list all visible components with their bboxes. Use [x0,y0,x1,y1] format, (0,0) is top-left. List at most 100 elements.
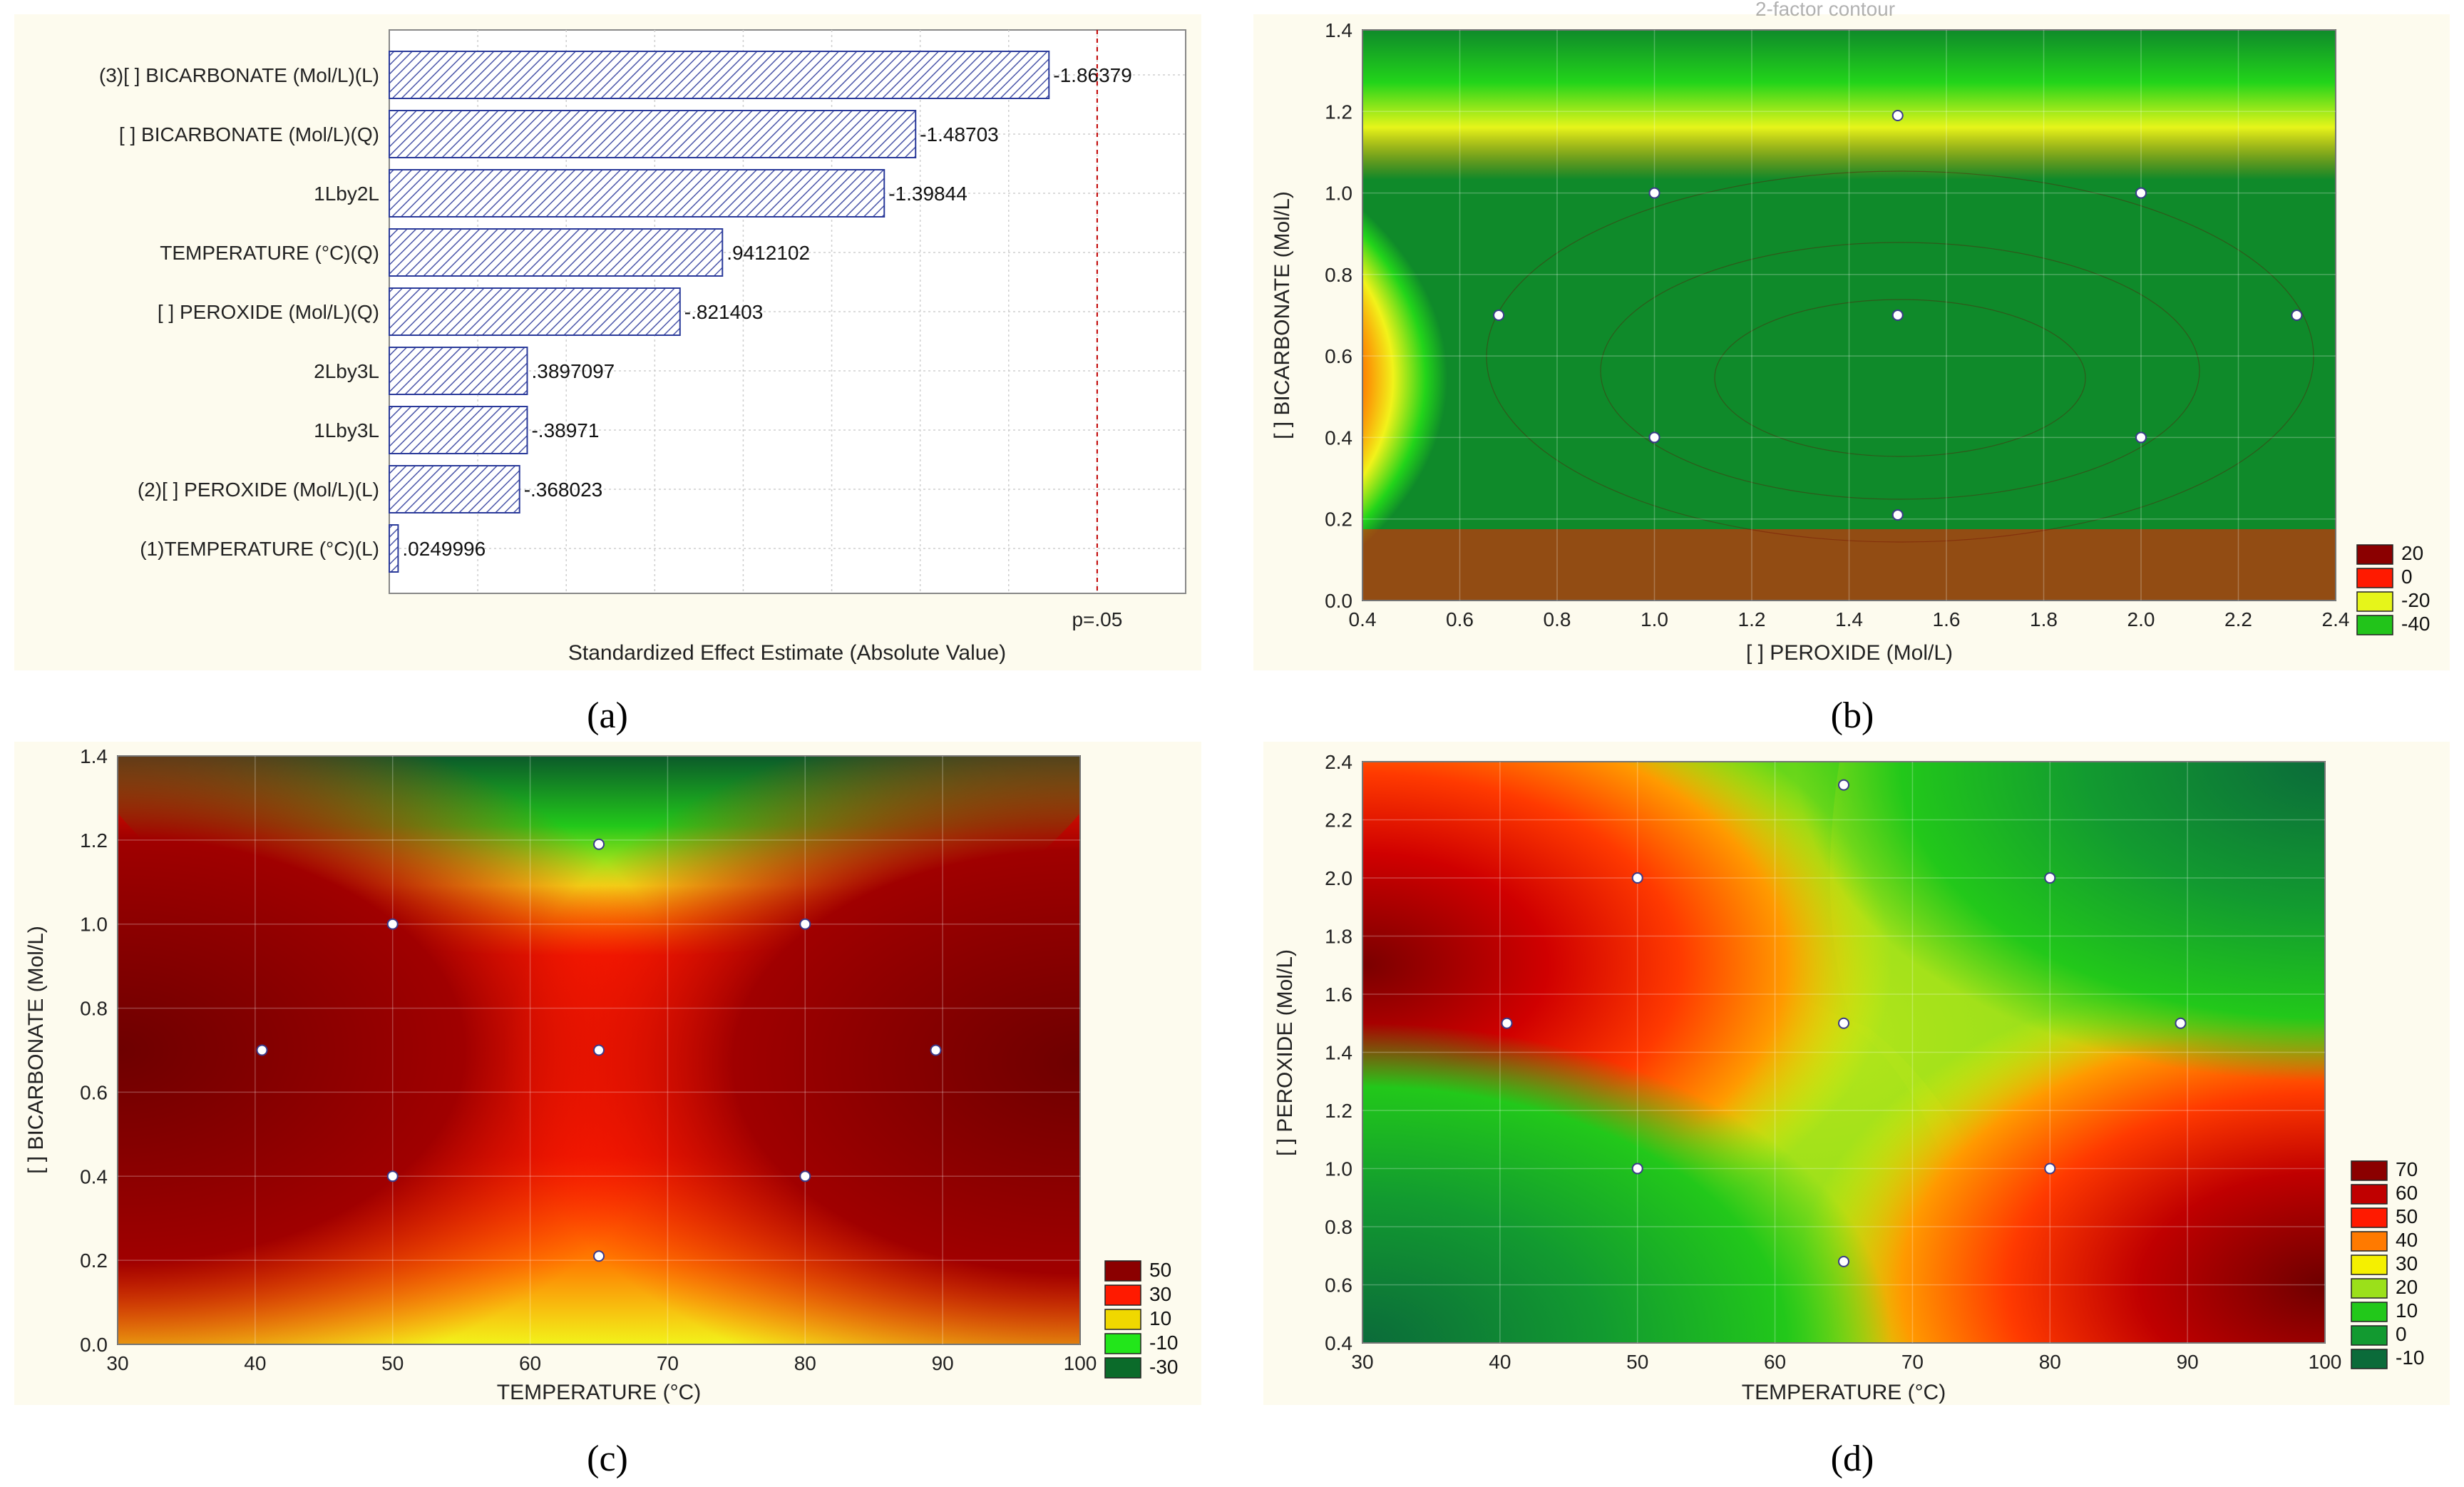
design-point [593,838,605,850]
effect-category-label: TEMPERATURE (°C)(Q) [160,242,379,264]
legend-label: 30 [2396,1252,2418,1274]
panel-b-design-points [1493,110,2303,521]
panel-c-design-points [256,838,942,1262]
legend-swatch [2351,1349,2388,1369]
effect-category-label: [ ] BICARBONATE (Mol/L)(Q) [119,123,379,145]
design-point [386,918,399,930]
caption-a: (a) [587,695,628,736]
legend-swatch [2351,1207,2388,1228]
legend-label: 60 [2396,1182,2418,1204]
y-tick-label: 0.4 [1325,426,1352,449]
legend-swatch [2351,1278,2388,1299]
y-tick-label: 2.2 [1325,809,1352,832]
legend-label: -30 [1149,1356,1178,1378]
legend-label: 70 [2396,1158,2418,1180]
legend-swatch [2351,1255,2388,1275]
legend-swatch [2351,1302,2388,1322]
effect-bar [389,287,681,336]
effect-bar [389,406,528,454]
panel-a-x-axis-label: Standardized Effect Estimate (Absolute V… [568,641,1006,665]
effect-bar [389,524,399,573]
panel-b-ticks: 0.4 0.6 0.8 1.0 1.2 1.4 1.6 1.8 2.0 2.2 2.4 0.0 0.2 0… [1325,19,2349,630]
x-tick-label: 90 [2177,1351,2199,1373]
design-point [1891,110,1904,121]
effect-category-label: 1Lby2L [314,183,379,205]
x-tick-label: 80 [2039,1351,2061,1373]
y-tick-label: 0.8 [1325,264,1352,286]
design-point [930,1044,942,1056]
y-tick-label: 1.2 [1325,101,1352,123]
legend-label: -10 [2396,1347,2424,1369]
y-tick-label: 0.6 [1325,345,1352,367]
effect-bar [389,51,1050,99]
panel-b-y-axis-label: [ ] BICARBONATE (Mol/L) [1270,191,1294,439]
design-point [1838,779,1849,791]
panel-c-ticks: 30 40 50 60 70 80 90 100 0.0 0.2 0.4 0.6 0.8 1.0 1.2 1.… [80,745,1097,1374]
y-tick-label: 1.0 [1325,183,1352,205]
design-point [1838,1255,1849,1267]
y-tick-label: 1.4 [1325,19,1352,41]
y-tick-label: 0.8 [80,998,108,1020]
x-tick-label: 30 [1351,1351,1373,1373]
effect-bar [389,228,724,277]
x-tick-label: 1.0 [1641,608,1668,630]
y-tick-label: 0.4 [80,1165,108,1187]
design-point [2175,1017,2187,1029]
x-tick-label: 30 [106,1352,128,1374]
legend-label: 10 [1149,1307,1171,1329]
panel-d-x-axis-label: TEMPERATURE (°C) [1742,1381,1946,1404]
effect-value-label: -1.39844 [888,183,967,205]
y-tick-label: 0.0 [1325,590,1352,612]
effect-bar [389,169,885,218]
design-point [593,1250,605,1262]
x-tick-label: 80 [794,1352,816,1374]
legend-swatch [1104,1309,1141,1330]
panel-d-contour [1362,762,2325,1343]
design-point [1891,310,1904,321]
y-tick-label: 1.6 [1325,983,1352,1006]
panel-c: 30 40 50 60 70 80 90 100 0.0 0.2 0.4 0.6 0.8 1.0 1.2 1.… [14,742,1201,1405]
y-tick-label: 0.2 [80,1250,108,1272]
design-point [2044,1162,2056,1175]
legend-swatch [1104,1333,1141,1354]
effect-value-label: .0249996 [402,538,486,560]
legend-label: 50 [1149,1259,1171,1281]
panel-c-gridlines [117,755,1081,1345]
effect-category-label: 2Lby3L [314,360,379,382]
caption-d: (d) [1831,1439,1874,1479]
legend-swatch [2351,1184,2388,1205]
effect-value-label: -.38971 [531,419,599,441]
design-point [1493,310,1505,321]
legend-label: 0 [2396,1323,2407,1345]
design-point [593,1044,605,1056]
design-point [1648,187,1660,199]
panel-a: -1.86379 (3)[ ] BICARBONATE (Mol/L)(L) -1.… [14,14,1201,670]
panel-b-x-axis-label: [ ] PEROXIDE (Mol/L) [1746,641,1953,665]
effect-value-label: .9412102 [727,242,810,264]
caption-b: (b) [1831,695,1874,736]
x-tick-label: 1.6 [1933,608,1961,630]
design-point [799,918,811,930]
legend-swatch [2356,615,2393,635]
panel-b-legend: 200-20-40 [2356,542,2430,635]
legend-swatch [2356,544,2393,565]
legend-label: 20 [2396,1276,2418,1298]
design-point [2044,872,2056,884]
legend-swatch [2351,1325,2388,1346]
effect-category-label: (1)TEMPERATURE (°C)(L) [140,538,379,560]
y-tick-label: 2.4 [1325,751,1352,773]
legend-label: 0 [2401,566,2413,588]
x-tick-label: 100 [1064,1352,1097,1374]
y-tick-label: 0.6 [1325,1274,1352,1297]
panel-d-frame [1362,761,2326,1344]
design-point [1648,431,1660,444]
x-tick-label: 100 [2309,1351,2342,1373]
effect-value-label: -.821403 [684,301,764,323]
panel-d-design-points [1501,779,2187,1267]
legend-label: 10 [2396,1299,2418,1322]
x-tick-label: 50 [381,1352,404,1374]
legend-label: -20 [2401,589,2430,611]
x-tick-label: 1.8 [2030,608,2058,630]
